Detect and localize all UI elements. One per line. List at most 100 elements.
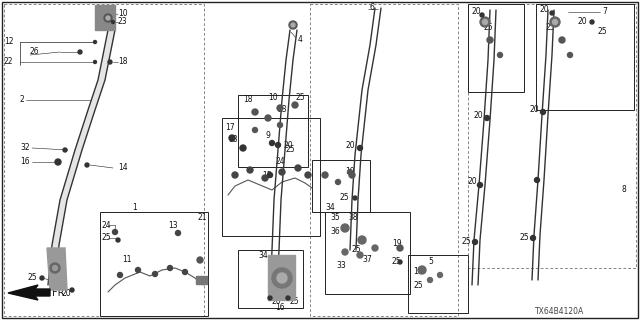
Circle shape	[268, 172, 273, 178]
Text: 21: 21	[197, 213, 207, 222]
Circle shape	[483, 20, 488, 25]
Circle shape	[85, 163, 89, 167]
Text: 11: 11	[122, 255, 131, 265]
Text: 12: 12	[4, 37, 13, 46]
Text: 23: 23	[118, 18, 127, 27]
Text: 24: 24	[102, 220, 111, 229]
Polygon shape	[95, 5, 115, 30]
Text: 25: 25	[597, 28, 607, 36]
Text: 20: 20	[62, 290, 72, 299]
Text: 22: 22	[4, 58, 13, 67]
Circle shape	[531, 236, 536, 241]
Circle shape	[295, 165, 301, 171]
Circle shape	[541, 109, 545, 115]
Bar	[536, 4, 634, 110]
Circle shape	[279, 169, 285, 175]
Bar	[312, 160, 370, 212]
Circle shape	[262, 175, 268, 181]
Text: 25: 25	[520, 234, 530, 243]
Circle shape	[559, 37, 565, 43]
Text: 13: 13	[168, 220, 178, 229]
Circle shape	[472, 239, 477, 244]
Circle shape	[93, 41, 97, 44]
Circle shape	[182, 269, 188, 275]
Circle shape	[438, 273, 442, 277]
Text: 34: 34	[325, 204, 335, 212]
Circle shape	[113, 229, 118, 235]
Circle shape	[341, 224, 349, 232]
Bar	[468, 4, 636, 268]
Circle shape	[55, 159, 61, 165]
Text: 25: 25	[352, 245, 362, 254]
Text: 33: 33	[336, 260, 346, 269]
Circle shape	[272, 268, 292, 288]
Circle shape	[136, 268, 141, 273]
Text: 25: 25	[545, 23, 555, 33]
Circle shape	[289, 21, 297, 29]
Circle shape	[253, 127, 257, 132]
Text: 25: 25	[392, 258, 402, 267]
Circle shape	[480, 13, 484, 17]
Circle shape	[292, 102, 298, 108]
Text: 19: 19	[345, 167, 355, 177]
Bar	[238, 95, 308, 167]
Circle shape	[278, 123, 282, 127]
Circle shape	[247, 167, 253, 173]
Text: 20: 20	[474, 110, 484, 119]
Text: 8: 8	[622, 186, 627, 195]
Text: 25: 25	[295, 93, 305, 102]
Text: 20: 20	[540, 5, 550, 14]
Text: 7: 7	[602, 7, 607, 17]
Text: 35: 35	[330, 213, 340, 222]
Circle shape	[397, 245, 403, 251]
Polygon shape	[268, 255, 295, 300]
Text: 16: 16	[20, 157, 29, 166]
Circle shape	[349, 172, 355, 178]
Circle shape	[398, 260, 402, 264]
Text: 37: 37	[362, 255, 372, 265]
Text: 14: 14	[118, 164, 127, 172]
Text: 38: 38	[348, 213, 358, 222]
Text: 15: 15	[262, 171, 271, 180]
Circle shape	[590, 20, 594, 24]
Circle shape	[277, 273, 287, 283]
Circle shape	[550, 17, 560, 27]
Text: 25: 25	[340, 194, 349, 203]
Text: 34: 34	[258, 251, 268, 260]
Circle shape	[269, 140, 275, 146]
Circle shape	[477, 182, 483, 188]
Bar	[238, 250, 303, 308]
Circle shape	[197, 257, 203, 263]
Text: 17: 17	[225, 124, 235, 132]
Circle shape	[342, 249, 348, 255]
Circle shape	[322, 172, 328, 178]
Circle shape	[286, 296, 290, 300]
Circle shape	[252, 109, 258, 115]
Circle shape	[78, 50, 82, 54]
Circle shape	[40, 276, 44, 280]
Text: 19: 19	[392, 239, 402, 249]
Bar	[468, 4, 524, 92]
Circle shape	[168, 266, 173, 270]
Circle shape	[568, 52, 573, 58]
Polygon shape	[47, 248, 67, 290]
Circle shape	[305, 172, 311, 178]
Circle shape	[106, 16, 110, 20]
Text: 25: 25	[290, 298, 300, 307]
Text: 25: 25	[28, 274, 38, 283]
Circle shape	[175, 230, 180, 236]
Text: 10: 10	[268, 93, 278, 102]
Circle shape	[118, 273, 122, 277]
Text: 20: 20	[468, 178, 477, 187]
Circle shape	[104, 14, 112, 22]
Polygon shape	[8, 285, 50, 300]
Circle shape	[275, 142, 280, 148]
Text: 25: 25	[462, 237, 472, 246]
Text: 25: 25	[102, 233, 111, 242]
Circle shape	[358, 236, 366, 244]
Text: 18: 18	[243, 95, 253, 105]
Bar	[4, 4, 204, 316]
Circle shape	[240, 145, 246, 151]
Circle shape	[63, 148, 67, 152]
Text: 20: 20	[472, 7, 482, 17]
